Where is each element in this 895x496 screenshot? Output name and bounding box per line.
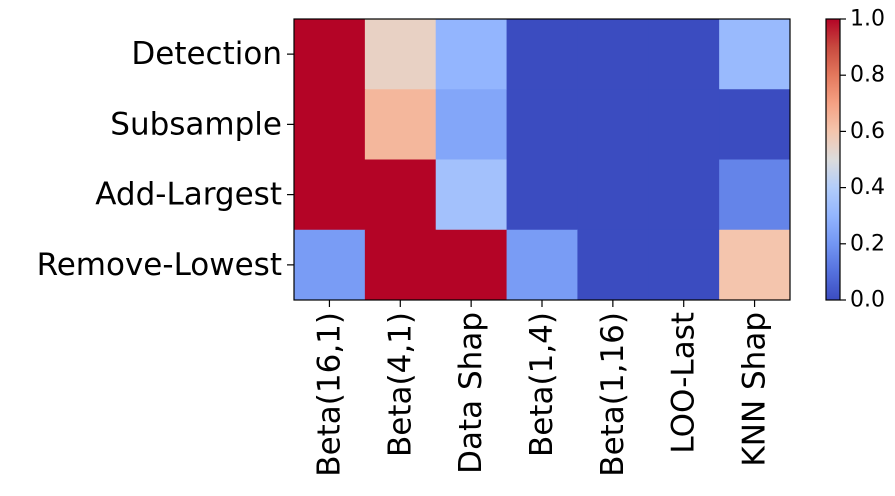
heatmap-cell-detection-knn-shap xyxy=(719,19,791,90)
heatmap-cell-subsample-beta-1-16 xyxy=(577,89,649,160)
heatmap-cell-subsample-beta-16-1 xyxy=(294,89,366,160)
y-tick-label: Remove-Lowest xyxy=(37,247,282,283)
x-tick-label: Beta(1,16) xyxy=(595,312,631,477)
y-axis: Detection Subsample Add-Largest Remove-Lowe… xyxy=(37,36,294,283)
heatmap-cell-remove-lowest-beta-1-4 xyxy=(506,229,578,301)
heatmap-cell-detection-loo-last xyxy=(648,19,720,90)
heatmap-cell-detection-beta-4-1 xyxy=(364,19,437,90)
heatmap-cell-subsample-beta-4-1 xyxy=(364,89,437,160)
x-tick-label: Beta(1,4) xyxy=(524,312,560,457)
colorbar-tick-label: 0.6 xyxy=(850,119,885,144)
heatmap-cell-add-largest-beta-1-4 xyxy=(506,159,578,231)
colorbar-ticks: 0.0 0.2 0.4 0.6 0.8 1.0 xyxy=(840,7,885,313)
heatmap-cell-subsample-data-shap xyxy=(435,89,508,160)
y-tick-label: Detection xyxy=(131,36,282,72)
heatmap-cell-remove-lowest-beta-1-16 xyxy=(577,229,649,301)
heatmap-cell-remove-lowest-beta-16-1 xyxy=(294,229,366,301)
heatmap-cell-add-largest-beta-16-1 xyxy=(294,159,366,231)
heatmap-cell-remove-lowest-beta-4-1 xyxy=(364,229,437,301)
x-tick-label: Data Shap xyxy=(453,312,489,474)
y-tick-label: Add-Largest xyxy=(95,177,282,213)
x-tick-label: LOO-Last xyxy=(666,312,702,454)
colorbar-tick-label: 0.2 xyxy=(850,231,885,256)
heatmap-cell-detection-beta-16-1 xyxy=(294,19,366,90)
heatmap-cell-detection-beta-1-4 xyxy=(506,19,578,90)
x-tick-label: KNN Shap xyxy=(737,312,773,467)
x-tick-label: Beta(4,1) xyxy=(382,312,418,457)
heatmap-cell-add-largest-beta-4-1 xyxy=(364,159,437,231)
x-axis: Beta(16,1) Beta(4,1) Data Shap Beta(1,4) Bet… xyxy=(311,300,773,477)
heatmap-cell-add-largest-knn-shap xyxy=(719,159,791,231)
heatmap-cell-add-largest-data-shap xyxy=(435,159,508,231)
x-tick-label: Beta(16,1) xyxy=(311,312,347,477)
colorbar-tick-label: 0.8 xyxy=(850,63,885,88)
heatmap-cell-remove-lowest-knn-shap xyxy=(719,229,791,301)
heatmap-cell-add-largest-loo-last xyxy=(648,159,720,231)
colorbar: 0.0 0.2 0.4 0.6 0.8 1.0 xyxy=(825,7,885,313)
heatmap-cell-remove-lowest-loo-last xyxy=(648,229,720,301)
heatmap-cell-detection-data-shap xyxy=(435,19,508,90)
colorbar-tick-label: 0.0 xyxy=(850,288,885,313)
heatmap-cell-subsample-knn-shap xyxy=(719,89,791,160)
y-tick-label: Subsample xyxy=(110,106,282,142)
heatmap-cell-subsample-loo-last xyxy=(648,89,720,160)
heatmap-cell-detection-beta-1-16 xyxy=(577,19,649,90)
colorbar-body xyxy=(825,18,841,301)
heatmap-cell-subsample-beta-1-4 xyxy=(506,89,578,160)
heatmap-cell-add-largest-beta-1-16 xyxy=(577,159,649,231)
heatmap-cell-remove-lowest-data-shap xyxy=(435,229,508,301)
colorbar-tick-label: 1.0 xyxy=(850,7,885,32)
colorbar-tick-label: 0.4 xyxy=(850,175,885,200)
heatmap-cells xyxy=(294,19,791,301)
